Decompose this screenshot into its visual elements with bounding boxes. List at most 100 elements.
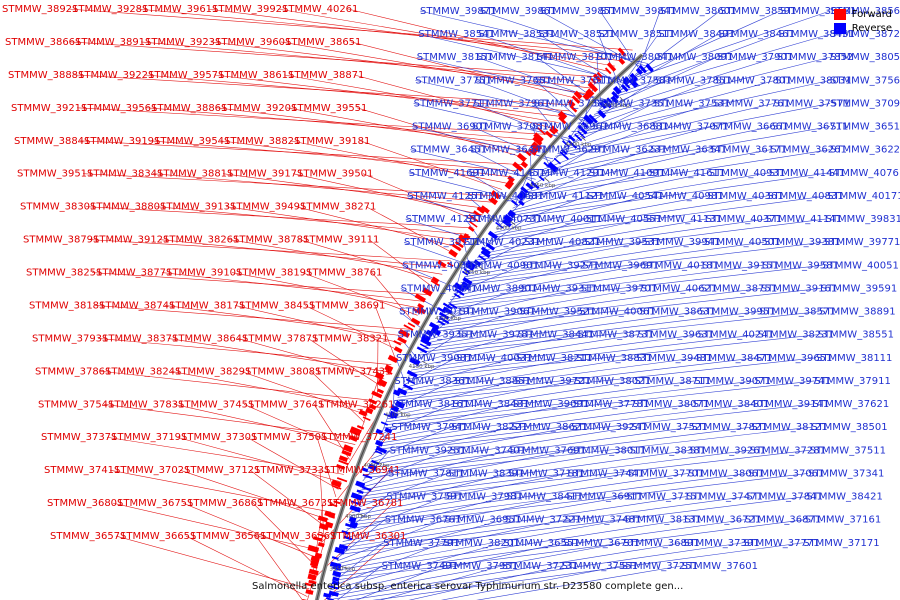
- gene-label[interactable]: STMMW_40061: [579, 307, 655, 318]
- gene-label[interactable]: STMMW_36221: [830, 145, 900, 156]
- gene-label[interactable]: STMMW_38721: [830, 29, 900, 40]
- gene-label[interactable]: STMMW_36231: [590, 145, 666, 156]
- gene-label[interactable]: STMMW_38071: [633, 399, 709, 410]
- gene-label[interactable]: STMMW_39131: [160, 202, 236, 213]
- gene-label[interactable]: STMMW_38211: [516, 353, 592, 364]
- gene-label[interactable]: STMMW_37791: [383, 538, 459, 549]
- gene-label[interactable]: STMMW_39221: [78, 70, 154, 81]
- gene-label[interactable]: STMMW_40741: [401, 283, 477, 294]
- gene-label[interactable]: STMMW_37401: [450, 445, 526, 456]
- gene-label[interactable]: STMMW_36171: [710, 145, 786, 156]
- gene-label[interactable]: STMMW_36651: [120, 531, 196, 542]
- gene-label[interactable]: STMMW_39721: [514, 376, 590, 387]
- gene-label[interactable]: STMMW_36441: [470, 145, 546, 156]
- gene-labels[interactable]: STMMW_38921STMMW_39281STMMW_39611STMMW_3…: [2, 4, 900, 572]
- gene-label[interactable]: STMMW_38621: [511, 422, 587, 433]
- gene-label[interactable]: STMMW_40361: [707, 191, 783, 202]
- gene-label[interactable]: STMMW_37061: [748, 468, 824, 479]
- gene-label[interactable]: STMMW_36661: [712, 122, 788, 133]
- gene-label[interactable]: STMMW_38831: [576, 353, 652, 364]
- gene-label[interactable]: STMMW_38811: [157, 169, 233, 180]
- gene-label[interactable]: STMMW_37171: [803, 538, 879, 549]
- gene-label[interactable]: STMMW_38441: [518, 330, 594, 341]
- gene-label[interactable]: STMMW_40241: [698, 330, 774, 341]
- gene-label[interactable]: STMMW_38661: [5, 37, 81, 48]
- gene-label[interactable]: STMMW_37071: [652, 122, 728, 133]
- gene-label[interactable]: STMMW_40981: [647, 191, 723, 202]
- gene-label[interactable]: STMMW_38101: [537, 52, 613, 63]
- gene-label[interactable]: STMMW_38121: [751, 422, 827, 433]
- gene-label[interactable]: STMMW_40191: [399, 307, 475, 318]
- gene-label[interactable]: STMMW_36861: [187, 498, 263, 509]
- gene-label[interactable]: STMMW_37701: [628, 468, 704, 479]
- gene-label[interactable]: STMMW_37831: [108, 399, 184, 410]
- gene-label[interactable]: STMMW_36751: [117, 498, 193, 509]
- gene-label[interactable]: STMMW_38491: [658, 29, 734, 40]
- gene-label[interactable]: STMMW_38371: [102, 333, 178, 344]
- gene-label[interactable]: STMMW_38151: [417, 52, 493, 63]
- gene-label[interactable]: STMMW_38401: [693, 399, 769, 410]
- gene-label[interactable]: STMMW_38631: [639, 307, 715, 318]
- gene-label[interactable]: STMMW_37531: [654, 98, 730, 109]
- gene-label[interactable]: STMMW_39111: [303, 235, 379, 246]
- gene-label[interactable]: STMMW_37571: [774, 98, 850, 109]
- gene-label[interactable]: STMMW_39101: [166, 268, 242, 279]
- gene-label[interactable]: STMMW_39211: [11, 103, 87, 114]
- gene-label[interactable]: STMMW_36291: [530, 145, 606, 156]
- gene-label[interactable]: STMMW_40551: [586, 214, 662, 225]
- gene-label[interactable]: STMMW_37541: [38, 399, 114, 410]
- gene-label[interactable]: STMMW_38411: [506, 492, 582, 503]
- gene-label[interactable]: STMMW_38611: [218, 70, 294, 81]
- gene-label[interactable]: STMMW_39261: [690, 445, 766, 456]
- gene-label[interactable]: STMMW_39851: [540, 6, 616, 17]
- gene-label[interactable]: STMMW_40901: [462, 260, 538, 271]
- gene-label[interactable]: STMMW_39871: [420, 6, 496, 17]
- gene-label[interactable]: STMMW_37371: [41, 432, 117, 443]
- gene-label[interactable]: STMMW_37491: [382, 561, 458, 572]
- gene-label[interactable]: STMMW_37301: [181, 432, 257, 443]
- gene-label[interactable]: STMMW_37471: [686, 492, 762, 503]
- gene-label[interactable]: STMMW_38581: [780, 6, 856, 17]
- gene-label[interactable]: STMMW_37621: [813, 399, 889, 410]
- gene-label[interactable]: STMMW_38141: [477, 52, 553, 63]
- gene-label[interactable]: STMMW_39951: [699, 307, 775, 318]
- gene-label[interactable]: STMMW_37281: [750, 445, 826, 456]
- gene-label[interactable]: STMMW_39561: [81, 103, 157, 114]
- gene-label[interactable]: STMMW_37231: [502, 561, 578, 572]
- gene-label[interactable]: STMMW_38641: [172, 333, 248, 344]
- gene-label[interactable]: STMMW_36911: [566, 492, 642, 503]
- gene-label[interactable]: STMMW_36261: [770, 145, 846, 156]
- gene-label[interactable]: STMMW_40381: [402, 260, 478, 271]
- gene-label[interactable]: STMMW_40541: [587, 191, 663, 202]
- gene-label[interactable]: STMMW_36711: [772, 122, 848, 133]
- gene-label[interactable]: STMMW_37411: [44, 465, 120, 476]
- gene-label[interactable]: STMMW_39171: [227, 169, 303, 180]
- gene-label[interactable]: STMMW_40821: [524, 237, 600, 248]
- gene-label[interactable]: STMMW_38361: [394, 376, 470, 387]
- gene-label[interactable]: STMMW_38091: [657, 52, 733, 63]
- gene-label[interactable]: STMMW_41091: [589, 168, 665, 179]
- gene-label[interactable]: STMMW_37551: [562, 561, 638, 572]
- gene-label[interactable]: STMMW_37511: [810, 445, 886, 456]
- gene-label[interactable]: STMMW_37151: [626, 492, 702, 503]
- gene-label[interactable]: STMMW_39151: [702, 260, 778, 271]
- gene-label[interactable]: STMMW_40031: [456, 353, 532, 364]
- gene-label[interactable]: STMMW_37161: [805, 515, 881, 526]
- gene-label[interactable]: STMMW_41121: [527, 191, 603, 202]
- gene-label[interactable]: STMMW_38851: [454, 376, 530, 387]
- gene-label[interactable]: STMMW_37591: [386, 492, 462, 503]
- gene-label[interactable]: STMMW_39091: [513, 399, 589, 410]
- gene-label[interactable]: STMMW_37121: [184, 465, 260, 476]
- gene-label[interactable]: STMMW_37981: [446, 492, 522, 503]
- gene-label[interactable]: STMMW_36781: [327, 498, 403, 509]
- gene-label[interactable]: STMMW_38301: [20, 202, 96, 213]
- gene-label[interactable]: STMMW_38841: [14, 136, 90, 147]
- gene-label[interactable]: STMMW_39701: [581, 283, 657, 294]
- gene-label[interactable]: STMMW_41691: [409, 168, 485, 179]
- gene-label[interactable]: STMMW_38601: [660, 6, 736, 17]
- gene-label[interactable]: STMMW_38911: [75, 37, 151, 48]
- gene-label[interactable]: STMMW_38321: [312, 333, 388, 344]
- gene-label[interactable]: STMMW_37931: [32, 333, 108, 344]
- gene-label[interactable]: STMMW_37841: [746, 492, 822, 503]
- gene-label[interactable]: STMMW_39351: [398, 330, 474, 341]
